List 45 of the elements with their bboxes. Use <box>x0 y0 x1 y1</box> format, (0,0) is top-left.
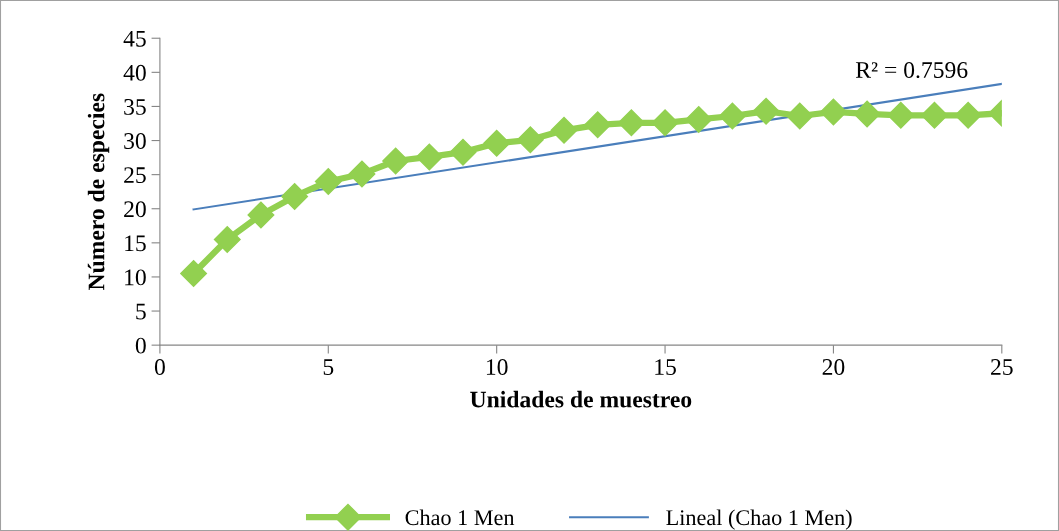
point <box>920 101 948 129</box>
y-tick-label: 10 <box>125 269 146 286</box>
point <box>449 138 477 166</box>
x-tick-label: 20 <box>822 359 845 375</box>
point <box>281 183 309 210</box>
point <box>853 100 881 128</box>
point <box>382 147 410 175</box>
y-tick-label: 25 <box>124 167 146 184</box>
annotation: R² = 0.7596 <box>855 62 968 79</box>
y-tick-label: 15 <box>125 235 146 252</box>
y-tick-label: 30 <box>124 133 146 149</box>
point <box>819 98 847 126</box>
y-axis-title: Número de especies <box>87 93 110 291</box>
point <box>314 167 342 195</box>
point <box>213 225 241 253</box>
legend-label: Chao 1 Men <box>405 509 515 526</box>
x-tick-label: 0 <box>154 359 165 375</box>
point <box>247 201 275 229</box>
point <box>550 116 578 144</box>
point <box>786 102 814 130</box>
x-tick-label: 5 <box>323 359 334 375</box>
y-tick-label: 20 <box>124 201 146 218</box>
point <box>752 97 780 125</box>
x-tick-label: 15 <box>655 359 676 375</box>
point <box>685 105 713 133</box>
y-tick-label: 45 <box>123 30 146 47</box>
point <box>584 111 612 139</box>
y-tick-label: 35 <box>124 98 146 115</box>
point <box>651 109 679 137</box>
x-axis-title: Unidades de muestreo <box>470 390 692 408</box>
y-tick-label: 0 <box>135 337 146 354</box>
x-tick-label: 25 <box>991 359 1013 375</box>
point <box>348 160 376 188</box>
point <box>718 102 746 130</box>
point <box>887 101 915 129</box>
point <box>954 101 982 129</box>
point <box>180 260 208 287</box>
y-tick-label: 5 <box>136 303 146 320</box>
y-tick-label: 40 <box>123 64 146 81</box>
point <box>483 129 511 157</box>
point <box>415 143 443 171</box>
x-tick-label: 10 <box>486 359 508 375</box>
point <box>617 109 645 137</box>
point <box>516 126 544 154</box>
legend-label: Lineal (Chao 1 Men) <box>666 509 852 530</box>
